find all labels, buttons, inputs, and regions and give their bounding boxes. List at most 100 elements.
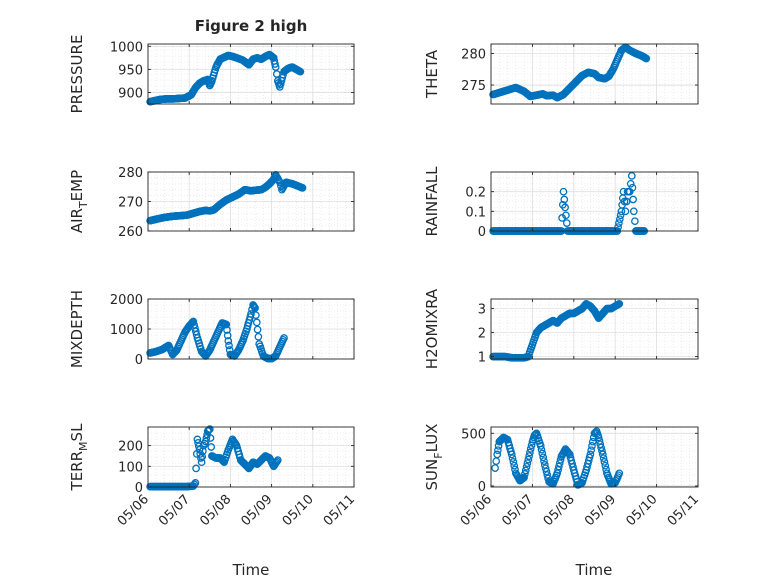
data-point — [629, 207, 638, 216]
y-tick-label: 270 — [118, 196, 143, 211]
y-tick-label: 2 — [478, 327, 486, 342]
data-point — [587, 446, 596, 455]
major-grid — [147, 44, 355, 104]
data-point — [205, 425, 214, 433]
data-point — [273, 456, 282, 464]
data-point — [615, 299, 624, 308]
data-series — [146, 50, 305, 106]
data-point — [207, 443, 216, 451]
y-tick-label: 900 — [118, 86, 143, 101]
data-point — [197, 454, 205, 462]
data-point — [543, 471, 552, 479]
data-point — [585, 453, 594, 462]
data-point — [621, 207, 630, 216]
y-tick-label: 1 — [478, 351, 486, 366]
x-axis-label-right: Time — [575, 561, 613, 579]
data-point — [225, 341, 233, 350]
data-point — [598, 450, 607, 459]
data-point — [271, 60, 279, 68]
data-point — [223, 326, 231, 334]
data-point — [206, 434, 215, 442]
data-point — [601, 461, 610, 470]
y-axis-label: SUNFLUX — [423, 424, 445, 491]
y-tick-label: 0 — [135, 353, 143, 368]
data-point — [298, 184, 307, 192]
data-point — [193, 435, 202, 444]
data-point — [626, 179, 635, 188]
data-point — [222, 320, 231, 329]
data-series — [489, 299, 624, 362]
data-point — [525, 452, 533, 460]
data-point — [524, 455, 533, 464]
data-point — [540, 461, 549, 469]
data-point — [564, 449, 573, 458]
ticks — [490, 299, 699, 359]
data-point — [198, 452, 207, 461]
data-point — [562, 219, 571, 227]
data-point — [520, 473, 528, 482]
data-point — [615, 215, 624, 224]
data-point — [537, 445, 546, 454]
y-tick-label: 1000 — [110, 40, 143, 55]
data-point — [521, 466, 530, 475]
data-point — [631, 217, 639, 226]
data-point — [559, 187, 568, 196]
data-point — [614, 223, 622, 231]
y-tick-label: 0 — [478, 225, 486, 240]
data-point — [191, 479, 200, 487]
data-point — [195, 445, 204, 454]
data-point — [540, 457, 548, 465]
data-point — [600, 458, 609, 466]
data-point — [192, 464, 200, 473]
data-point — [615, 469, 624, 478]
data-point — [523, 459, 532, 468]
data-point — [199, 447, 207, 455]
y-tick-label: 950 — [118, 63, 143, 78]
chart-mixdepth: 0 1000 2000 MIXDEPTH — [68, 290, 355, 368]
y-tick-label: 200 — [118, 440, 143, 455]
data-point — [588, 442, 596, 450]
minor-grid — [490, 426, 699, 488]
y-axis-label: AIRTEMP — [68, 170, 90, 233]
y-tick-label: 1000 — [110, 323, 143, 338]
axes-box — [490, 43, 699, 105]
data-series — [146, 171, 307, 225]
y-tick-label: 0.2 — [465, 186, 486, 201]
ticks — [147, 171, 355, 232]
data-point — [627, 172, 636, 180]
data-point — [253, 325, 262, 334]
data-point — [271, 63, 280, 71]
y-axis-label: MIXDEPTH — [68, 290, 86, 368]
y-tick-label: 280 — [118, 166, 143, 181]
chart-h2omixra: 1 2 3 H2OMIXRA — [423, 288, 699, 369]
data-point — [629, 195, 637, 204]
ticks — [490, 172, 699, 232]
data-point — [509, 458, 518, 466]
data-point — [223, 331, 232, 340]
data-series — [491, 427, 624, 489]
data-point — [252, 311, 260, 320]
data-series — [146, 301, 288, 363]
data-point — [541, 464, 550, 473]
data-series — [489, 43, 651, 102]
y-tick-label: 260 — [118, 225, 143, 240]
data-point — [536, 442, 545, 450]
data-point — [599, 454, 608, 463]
y-tick-label: 500 — [461, 427, 486, 442]
data-point — [247, 310, 255, 318]
data-point — [560, 195, 569, 204]
data-point — [224, 337, 233, 345]
data-point — [538, 449, 547, 458]
data-point — [522, 462, 531, 471]
data-point — [561, 203, 569, 212]
data-point — [615, 219, 623, 227]
axes-box — [490, 171, 699, 232]
data-point — [521, 470, 529, 478]
chart-theta: 275 280 THETA — [423, 43, 699, 105]
ticks — [490, 427, 699, 487]
axes-box — [147, 43, 355, 105]
data-point — [542, 467, 551, 476]
y-tick-label: 3 — [478, 303, 486, 318]
data-point — [202, 434, 211, 442]
